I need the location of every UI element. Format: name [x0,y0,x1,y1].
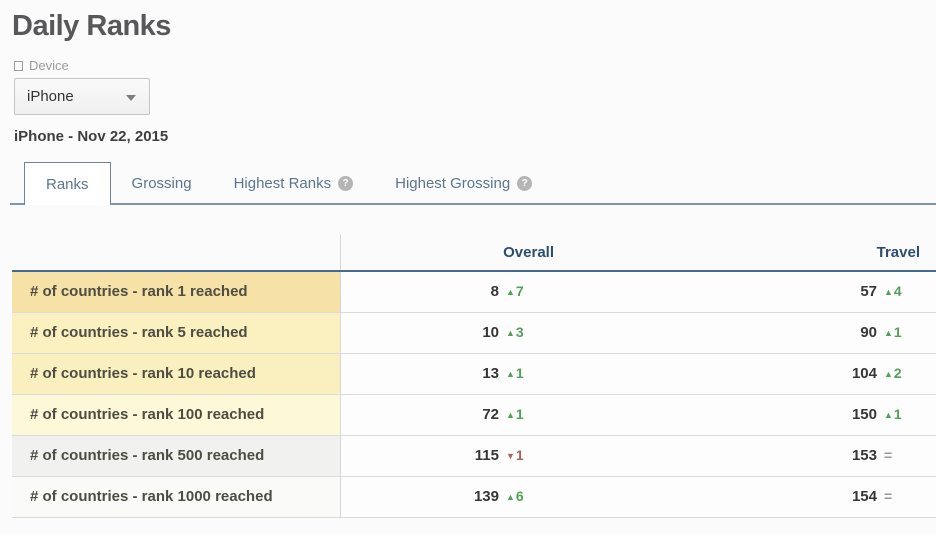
row-label: # of countries - rank 100 reached [12,394,341,436]
overall-value-cell: 13 ▲1 [340,353,570,395]
row-label: # of countries - rank 5 reached [12,312,341,354]
rank-count: 57 [860,283,877,301]
up-arrow-icon: ▲ [506,287,515,298]
row-label: # of countries - rank 10 reached [12,353,341,395]
table-header-row: Overall Travel [12,234,936,272]
tab-label: Ranks [46,175,89,193]
up-arrow-icon: ▲ [884,287,893,298]
travel-value-cell: 90 ▲1 [570,312,936,354]
daily-ranks-table: Overall Travel # of countries - rank 1 r… [12,234,936,518]
travel-value-cell: 104 ▲2 [570,353,936,395]
travel-value-cell: 57 ▲4 [570,271,936,313]
tab-label: Highest Ranks [233,175,332,192]
delta-up: ▲1 [506,406,524,422]
tab-label: Grossing [131,175,192,192]
rank-count: 150 [851,406,877,423]
rank-count: 154 [851,488,877,505]
tab-bar: Ranks Grossing Highest Ranks? Highest Gross… [0,162,936,205]
up-arrow-icon: ▲ [506,492,515,502]
metric-column-header [12,234,341,272]
column-header-overall: Overall [340,234,570,272]
travel-value-cell: 154 = [570,476,936,518]
help-icon[interactable]: ? [517,176,533,191]
device-filter-label-text: Device [29,58,69,73]
row-label: # of countries - rank 1000 reached [12,476,341,518]
tab-highest-ranks[interactable]: Highest Ranks? [213,162,375,205]
delta-up: ▲1 [506,365,524,381]
row-label: # of countries - rank 500 reached [12,435,341,477]
chevron-down-icon [126,94,136,101]
tab-label: Highest Grossing [395,175,511,192]
tab-highest-grossing[interactable]: Highest Grossing? [374,162,553,205]
delta-up: ▲4 [884,283,902,300]
tab-grossing[interactable]: Grossing [111,162,213,205]
rank-count: 8 [490,283,499,301]
up-arrow-icon: ▲ [884,369,893,379]
row-label: # of countries - rank 1 reached [12,271,341,313]
column-header-travel: Travel [570,234,936,272]
down-arrow-icon: ▼ [506,451,515,461]
overall-value-cell: 115 ▼1 [340,435,570,477]
up-arrow-icon: ▲ [506,328,515,338]
overall-value-cell: 72 ▲1 [340,394,570,436]
rank-count: 13 [482,365,499,382]
delta-down: ▼1 [506,447,524,463]
delta-up: ▲1 [884,406,902,422]
travel-value-cell: 150 ▲1 [570,394,936,436]
page-title: Daily Ranks [12,10,171,42]
delta-up: ▲1 [884,324,902,340]
up-arrow-icon: ▲ [884,328,893,338]
travel-value-cell: 153 = [570,435,936,477]
delta-up: ▲2 [884,365,902,381]
delta-up: ▲3 [506,324,524,340]
table-row: # of countries - rank 100 reached 72 ▲1 150… [12,394,936,436]
rank-count: 10 [482,324,499,341]
device-filter-label: Device [14,58,936,73]
overall-value-cell: 139 ▲6 [340,476,570,518]
rank-count: 72 [482,406,499,423]
device-dropdown[interactable]: iPhone [14,78,150,115]
report-subtitle: iPhone - Nov 22, 2015 [14,128,169,145]
up-arrow-icon: ▲ [506,369,515,379]
up-arrow-icon: ▲ [506,410,515,420]
table-row: # of countries - rank 1 reached 8 ▲7 57 ▲4 [12,271,936,313]
rank-count: 139 [473,488,499,505]
up-arrow-icon: ▲ [884,410,893,420]
overall-value-cell: 10 ▲3 [340,312,570,354]
overall-value-cell: 8 ▲7 [340,271,570,313]
delta-up: ▲7 [506,283,524,300]
device-filter: Device iPhone [14,58,936,115]
help-icon[interactable]: ? [338,176,354,191]
table-row: # of countries - rank 500 reached 115 ▼1 15… [12,435,936,477]
device-icon [14,60,23,71]
table-row: # of countries - rank 5 reached 10 ▲3 90 ▲1 [12,312,936,354]
delta-no-change: = [884,447,893,463]
table-row: # of countries - rank 10 reached 13 ▲1 104 ▲… [12,353,936,395]
delta-no-change: = [884,488,893,504]
table-row: # of countries - rank 1000 reached 139 ▲6 1… [12,476,936,518]
delta-up: ▲6 [506,488,524,504]
rank-count: 153 [851,447,877,464]
rank-count: 90 [860,324,877,341]
rank-count: 104 [851,365,877,382]
rank-count: 115 [474,447,499,464]
device-dropdown-value: iPhone [27,88,74,105]
tab-ranks[interactable]: Ranks [24,162,111,205]
